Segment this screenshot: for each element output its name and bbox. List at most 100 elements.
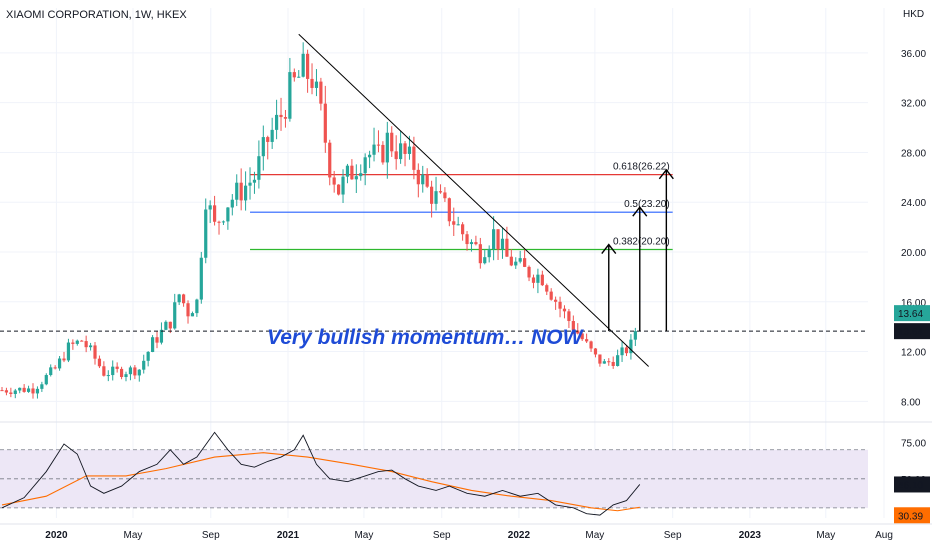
candle-body xyxy=(159,329,164,343)
candle-body xyxy=(359,173,363,177)
candle-body xyxy=(111,366,115,376)
candle-body xyxy=(354,176,358,180)
grid xyxy=(0,8,932,525)
candle-body xyxy=(350,165,354,180)
rsi-series xyxy=(1,431,641,516)
candle-body xyxy=(558,301,562,309)
candle-body xyxy=(13,390,17,394)
candle-body xyxy=(585,339,589,342)
candle-body xyxy=(288,72,292,119)
candle-body xyxy=(71,342,75,344)
chart-title: XIAOMI CORPORATION, 1W, HKEX xyxy=(6,9,187,21)
candle-body xyxy=(403,143,407,154)
candle-body xyxy=(274,114,279,130)
candle-body xyxy=(425,174,429,187)
rsi-band xyxy=(0,449,868,509)
candle-body xyxy=(35,388,40,394)
candle-body xyxy=(341,176,345,195)
x-tick-label: Sep xyxy=(202,530,220,541)
target-arrow-head xyxy=(632,206,648,217)
candle-body xyxy=(146,351,150,361)
rsi-value-badge: 46.10 xyxy=(898,480,923,491)
candle-body xyxy=(483,257,487,264)
candle-body xyxy=(430,186,434,204)
x-tick-label: May xyxy=(585,530,604,541)
candle-body xyxy=(53,367,57,369)
candle-body xyxy=(248,182,252,186)
target-arrow-head xyxy=(601,243,617,254)
candle-body xyxy=(461,224,465,235)
candle-body xyxy=(26,388,31,392)
candle-body xyxy=(208,205,212,210)
candle-body xyxy=(562,308,567,312)
candle-body xyxy=(22,387,26,392)
candle-body xyxy=(239,182,243,201)
candle-body xyxy=(257,156,261,180)
candle-body xyxy=(49,367,53,376)
candle-body xyxy=(0,390,4,392)
candle-body xyxy=(345,165,350,177)
candle-body xyxy=(212,205,217,222)
rsi-tick-label: 75.00 xyxy=(901,439,926,450)
candle-body xyxy=(509,256,513,266)
candle-body xyxy=(385,132,389,163)
rsi-line xyxy=(1,431,641,516)
candle-body xyxy=(598,354,602,364)
candle-body xyxy=(75,340,79,344)
candle-body xyxy=(416,169,420,185)
candle-body xyxy=(292,72,296,78)
candle-body xyxy=(133,367,137,376)
candle-body xyxy=(571,321,575,331)
x-tick-label: Sep xyxy=(433,530,451,541)
trendline xyxy=(298,33,649,367)
candle-body xyxy=(230,199,234,208)
candle-body xyxy=(150,337,155,352)
candle-body xyxy=(102,366,106,376)
candle-body xyxy=(505,238,509,257)
x-tick-label: Sep xyxy=(664,530,682,541)
candle-body xyxy=(261,137,265,157)
rsi-value-badge-bg xyxy=(894,476,930,493)
candle-body xyxy=(554,299,558,302)
candle-body xyxy=(199,257,203,300)
candle-body xyxy=(164,321,168,330)
candle-body xyxy=(496,229,500,250)
candle-body xyxy=(243,185,248,201)
candle-body xyxy=(492,229,496,250)
candle-body xyxy=(376,144,381,146)
candle-body xyxy=(518,258,522,262)
candle-body xyxy=(412,146,416,170)
candle-body xyxy=(540,274,544,286)
candle-body xyxy=(88,345,93,348)
candle-body xyxy=(633,331,637,340)
candle-body xyxy=(305,53,310,79)
candle-body xyxy=(589,341,593,349)
candle-body xyxy=(545,285,549,292)
candle-body xyxy=(181,294,186,304)
candle-body xyxy=(443,192,447,199)
candle-body xyxy=(474,242,478,245)
annotation-text: Very bullish momentum… NOW xyxy=(267,326,585,349)
candle-body xyxy=(434,191,438,204)
currency-label: HKD xyxy=(903,9,925,20)
axes: 2020 May Sep 2021 May Sep 2022 May Sep 2023 May Aug… xyxy=(45,49,930,541)
candle-body xyxy=(319,81,323,104)
candle-body xyxy=(221,221,226,223)
candle-body xyxy=(177,294,181,303)
candle-body xyxy=(368,154,372,158)
candle-body xyxy=(155,337,159,343)
candle-body xyxy=(465,234,469,245)
candle-body xyxy=(4,390,9,393)
candle-body xyxy=(190,313,195,317)
y-tick-label: 28.00 xyxy=(901,148,926,159)
candle-body xyxy=(106,375,110,377)
candle-body xyxy=(142,360,146,370)
candle-body xyxy=(593,348,598,355)
y-tick-label: 24.00 xyxy=(901,198,926,209)
candle-body xyxy=(620,347,624,356)
candle-body xyxy=(84,341,88,348)
candle-body xyxy=(478,244,482,264)
y-tick-label: 20.00 xyxy=(901,248,926,259)
candle-body xyxy=(531,277,536,283)
